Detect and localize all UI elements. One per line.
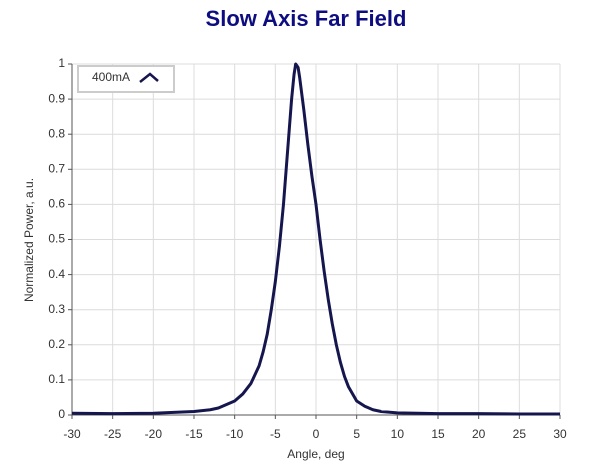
y-tick-label: 0.6: [48, 197, 65, 211]
y-tick-label: 0.1: [48, 372, 65, 386]
x-tick-label: 10: [391, 427, 405, 441]
y-tick-label: 0.7: [48, 161, 65, 175]
y-tick-label: 0: [58, 407, 65, 421]
x-axis-label: Angle, deg: [287, 447, 344, 461]
legend-box: [77, 65, 175, 93]
y-tick-label: 0.3: [48, 302, 65, 316]
x-tick-label: 20: [472, 427, 486, 441]
x-tick-label: 30: [553, 427, 567, 441]
legend-label: 400mA: [92, 70, 130, 84]
y-tick-label: 0.5: [48, 232, 65, 246]
y-tick-label: 1: [58, 56, 65, 70]
x-tick-label: -5: [270, 427, 281, 441]
y-axis-label: Normalized Power, a.u.: [22, 178, 36, 302]
x-tick-label: 25: [513, 427, 527, 441]
x-tick-label: 0: [313, 427, 320, 441]
y-tick-label: 0.2: [48, 337, 65, 351]
y-tick-label: 0.9: [48, 91, 65, 105]
x-tick-label: -30: [63, 427, 81, 441]
y-tick-label: 0.8: [48, 126, 65, 140]
legend-swatch: [139, 72, 159, 83]
x-tick-label: -20: [145, 427, 163, 441]
y-tick-label: 0.4: [48, 267, 65, 281]
chart-title: Slow Axis Far Field: [206, 6, 407, 31]
data-line: [71, 62, 560, 416]
x-tick-label: -10: [226, 427, 244, 441]
x-tick-label: 5: [353, 427, 360, 441]
x-tick-label: -15: [185, 427, 203, 441]
x-tick-label: 15: [431, 427, 445, 441]
x-tick-label: -25: [104, 427, 122, 441]
